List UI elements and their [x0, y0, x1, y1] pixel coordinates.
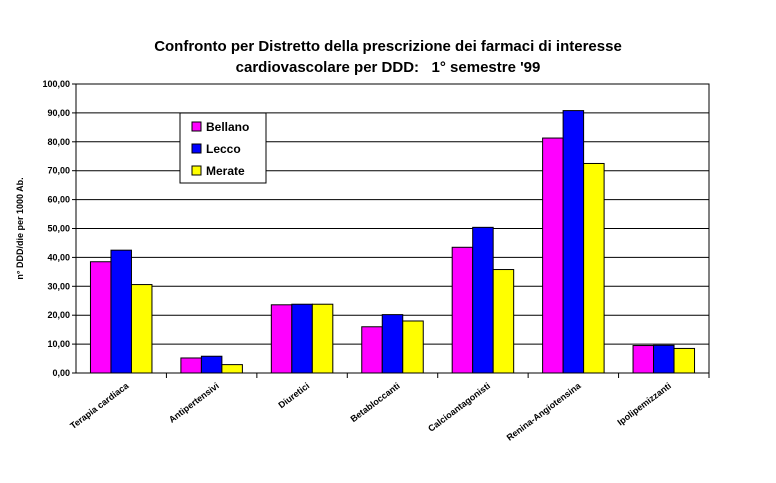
bar-lecco: [653, 344, 675, 374]
y-tick-label: 90,00: [47, 108, 70, 118]
bar-merate: [221, 364, 243, 374]
bar-lecco: [110, 249, 132, 374]
bar-merate: [492, 269, 515, 374]
bar-bellano: [361, 326, 383, 374]
legend-label-merate: Merate: [206, 164, 245, 178]
legend-label-bellano: Bellano: [206, 120, 249, 134]
bar-lecco: [381, 314, 404, 374]
bar-lecco: [562, 110, 585, 374]
bar-lecco: [200, 355, 223, 374]
y-tick-label: 0,00: [52, 368, 70, 378]
x-category-label: Betabloccanti: [349, 381, 402, 425]
y-tick-label: 50,00: [47, 224, 70, 234]
bar-bellano: [542, 137, 564, 374]
y-tick-label: 10,00: [47, 339, 70, 349]
bar-merate: [583, 162, 605, 374]
bar-merate: [402, 320, 424, 374]
bar-bellano: [89, 261, 112, 374]
y-axis-label: n° DDD/die per 1000 Ab.: [15, 177, 25, 279]
bar-lecco: [291, 303, 313, 374]
x-category-label: Antipertensivi: [167, 381, 221, 425]
chart-title-line2: cardiovascolare per DDD: 1° semestre '99: [235, 59, 541, 76]
legend-label-lecco: Lecco: [206, 142, 241, 156]
bar-lecco: [472, 226, 494, 374]
bar-merate: [311, 303, 334, 374]
bar-bellano: [270, 304, 293, 374]
x-category-label: Calcioantagonisti: [426, 381, 492, 434]
bar-bellano: [180, 357, 202, 374]
y-tick-label: 70,00: [47, 166, 70, 176]
legend-swatch-lecco: [191, 143, 202, 154]
y-tick-label: 100,00: [42, 79, 70, 89]
bar-merate: [673, 347, 696, 374]
y-tick-label: 30,00: [47, 281, 70, 291]
legend-swatch-bellano: [191, 121, 202, 132]
bar-merate: [130, 284, 153, 374]
chart-title: Confronto per Distretto della prescrizio…: [0, 36, 776, 78]
chart-title-line1: Confronto per Distretto della prescrizio…: [154, 38, 622, 55]
y-tick-label: 40,00: [47, 252, 70, 262]
bar-bellano: [632, 345, 655, 374]
x-category-label: Renina-Angiotensina: [505, 380, 584, 443]
y-tick-label: 80,00: [47, 137, 70, 147]
x-category-label: Diuretici: [276, 381, 311, 411]
y-tick-label: 20,00: [47, 310, 70, 320]
x-category-label: Terapia cardiaca: [68, 380, 131, 431]
x-category-label: Ipolipemizzanti: [615, 381, 673, 428]
bar-bellano: [451, 246, 474, 374]
legend-swatch-merate: [191, 165, 202, 176]
y-tick-label: 60,00: [47, 195, 70, 205]
